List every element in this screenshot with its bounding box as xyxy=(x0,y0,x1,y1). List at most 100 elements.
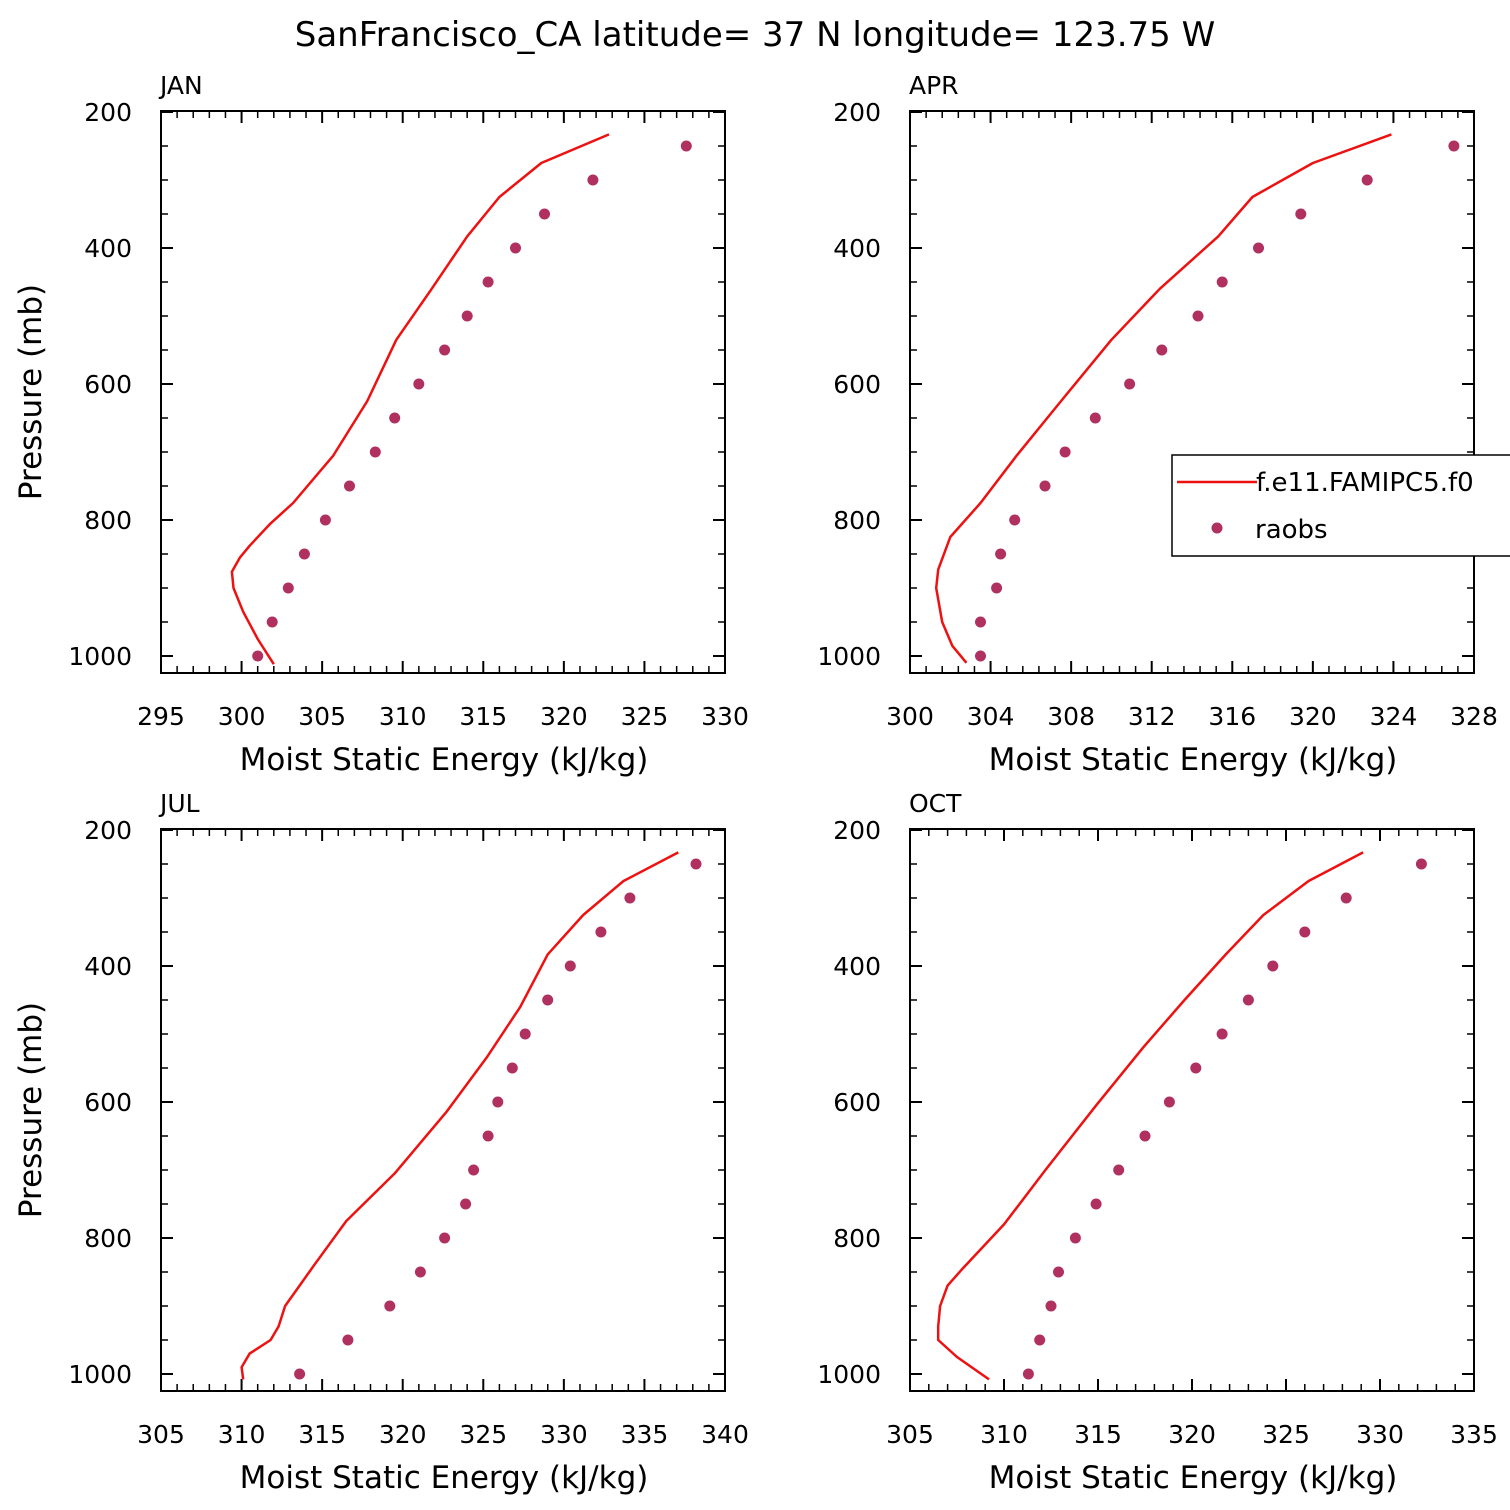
raobs-point xyxy=(1340,892,1352,904)
raobs-point xyxy=(344,480,355,492)
x-tick-label: 320 xyxy=(1168,1420,1216,1449)
x-tick-label: 315 xyxy=(298,1420,346,1449)
raobs-point xyxy=(252,650,264,662)
raobs-point xyxy=(1139,1130,1151,1142)
raobs-point xyxy=(319,514,331,526)
y-tick-label: 800 xyxy=(833,1224,881,1253)
x-tick-label: 324 xyxy=(1370,702,1418,731)
raobs-point xyxy=(1267,960,1279,972)
x-tick-label: 312 xyxy=(1128,702,1176,731)
y-tick-label: 200 xyxy=(84,98,132,127)
raobs-point xyxy=(587,174,599,186)
x-tick-label: 304 xyxy=(967,702,1015,731)
panel-oct: OCT 305 310 315 320 325 330 335 200 400 600 800 1000… xyxy=(817,789,1497,1496)
raobs-point xyxy=(1039,480,1051,492)
model-series-line xyxy=(230,133,610,665)
legend-marker-swatch xyxy=(1211,522,1223,534)
y-tick-label: 400 xyxy=(833,234,881,263)
raobs-point xyxy=(995,548,1007,560)
raobs-point xyxy=(1124,378,1136,390)
raobs-point xyxy=(1113,1164,1125,1176)
panel-label: JAN xyxy=(158,71,203,100)
raobs-point xyxy=(413,378,425,390)
raobs-point xyxy=(389,412,401,424)
figure-title: SanFrancisco_CA latitude= 37 N longitude… xyxy=(295,15,1216,55)
panel-jul: JUL 305 310 315 320 325 330 335 340 200 400 600 800 1… xyxy=(13,789,749,1496)
raobs-point xyxy=(298,548,310,560)
y-tick-label: 600 xyxy=(84,370,132,399)
raobs-point xyxy=(1190,1062,1202,1074)
raobs-point xyxy=(1089,412,1101,424)
raobs-point xyxy=(1034,1334,1046,1346)
raobs-point xyxy=(1361,174,1373,186)
x-axis-label: Moist Static Energy (kJ/kg) xyxy=(989,1460,1398,1496)
raobs-point xyxy=(492,1096,504,1108)
legend-box xyxy=(1171,454,1510,557)
y-axis-label: Pressure (mb) xyxy=(13,1002,49,1218)
x-tick-label: 300 xyxy=(886,702,934,731)
y-tick-label: 800 xyxy=(84,506,132,535)
x-tick-label: 335 xyxy=(1450,1420,1498,1449)
y-axis-label: Pressure (mb) xyxy=(13,284,49,500)
x-tick-label: 315 xyxy=(1074,1420,1122,1449)
raobs-point xyxy=(595,926,607,938)
raobs-point xyxy=(1059,446,1071,458)
raobs-point xyxy=(384,1300,396,1312)
raobs-point xyxy=(294,1368,306,1380)
raobs-point xyxy=(439,1232,451,1244)
y-tick-label: 400 xyxy=(84,952,132,981)
raobs-point xyxy=(1216,1028,1228,1040)
raobs-point xyxy=(460,1198,472,1210)
legend-label-model: f.e11.FAMIPC5.f0 xyxy=(1256,468,1474,498)
raobs-point xyxy=(690,858,702,870)
y-tick-label: 1000 xyxy=(817,1360,881,1389)
raobs-point xyxy=(519,1028,531,1040)
raobs-point xyxy=(439,344,451,356)
plot-frame xyxy=(160,828,726,1392)
y-tick-label: 600 xyxy=(833,1088,881,1117)
y-tick-label: 200 xyxy=(84,816,132,845)
panel-jan: JAN 295 300 305 310 315 320 325 330 200 400 600 800 1… xyxy=(13,71,749,778)
x-tick-label: 325 xyxy=(621,702,669,731)
raobs-point xyxy=(975,616,986,628)
x-tick-label: 295 xyxy=(137,702,185,731)
y-tick-label: 200 xyxy=(833,98,881,127)
raobs-point xyxy=(1253,242,1264,254)
x-tick-label: 316 xyxy=(1208,702,1256,731)
raobs-point xyxy=(1045,1300,1057,1312)
raobs-point xyxy=(564,960,576,972)
raobs-point xyxy=(1163,1096,1175,1108)
x-tick-label: 300 xyxy=(218,702,266,731)
raobs-point xyxy=(542,994,554,1006)
raobs-point xyxy=(461,310,473,322)
panel-label: JUL xyxy=(158,789,200,818)
raobs-point xyxy=(1299,926,1311,938)
y-tick-label: 1000 xyxy=(68,642,132,671)
raobs-point xyxy=(468,1164,480,1176)
raobs-point xyxy=(1069,1232,1081,1244)
raobs-point xyxy=(1009,514,1021,526)
panel-label: APR xyxy=(909,71,959,100)
raobs-point xyxy=(539,208,550,220)
x-axis-label: Moist Static Energy (kJ/kg) xyxy=(989,742,1398,778)
legend-label-obs: raobs xyxy=(1255,515,1328,545)
raobs-point xyxy=(266,616,278,628)
raobs-point xyxy=(624,892,636,904)
y-tick-label: 400 xyxy=(84,234,132,263)
panel-label: OCT xyxy=(909,789,962,818)
model-series-line xyxy=(936,851,1364,1381)
x-tick-label: 340 xyxy=(701,1420,749,1449)
x-tick-label: 310 xyxy=(980,1420,1028,1449)
x-tick-label: 305 xyxy=(298,702,346,731)
x-axis-label: Moist Static Energy (kJ/kg) xyxy=(240,1460,649,1496)
raobs-point xyxy=(991,582,1003,594)
y-tick-label: 800 xyxy=(84,1224,132,1253)
raobs-point xyxy=(1022,1368,1034,1380)
raobs-point xyxy=(482,1130,494,1142)
x-tick-label: 315 xyxy=(459,702,507,731)
plot-frame xyxy=(909,828,1475,1392)
x-tick-label: 330 xyxy=(540,1420,588,1449)
raobs-point xyxy=(414,1266,426,1278)
raobs-point xyxy=(1090,1198,1102,1210)
